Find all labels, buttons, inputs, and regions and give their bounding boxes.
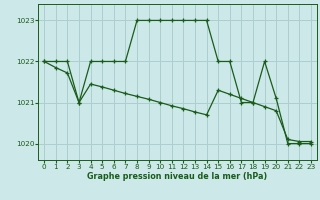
X-axis label: Graphe pression niveau de la mer (hPa): Graphe pression niveau de la mer (hPa) bbox=[87, 172, 268, 181]
